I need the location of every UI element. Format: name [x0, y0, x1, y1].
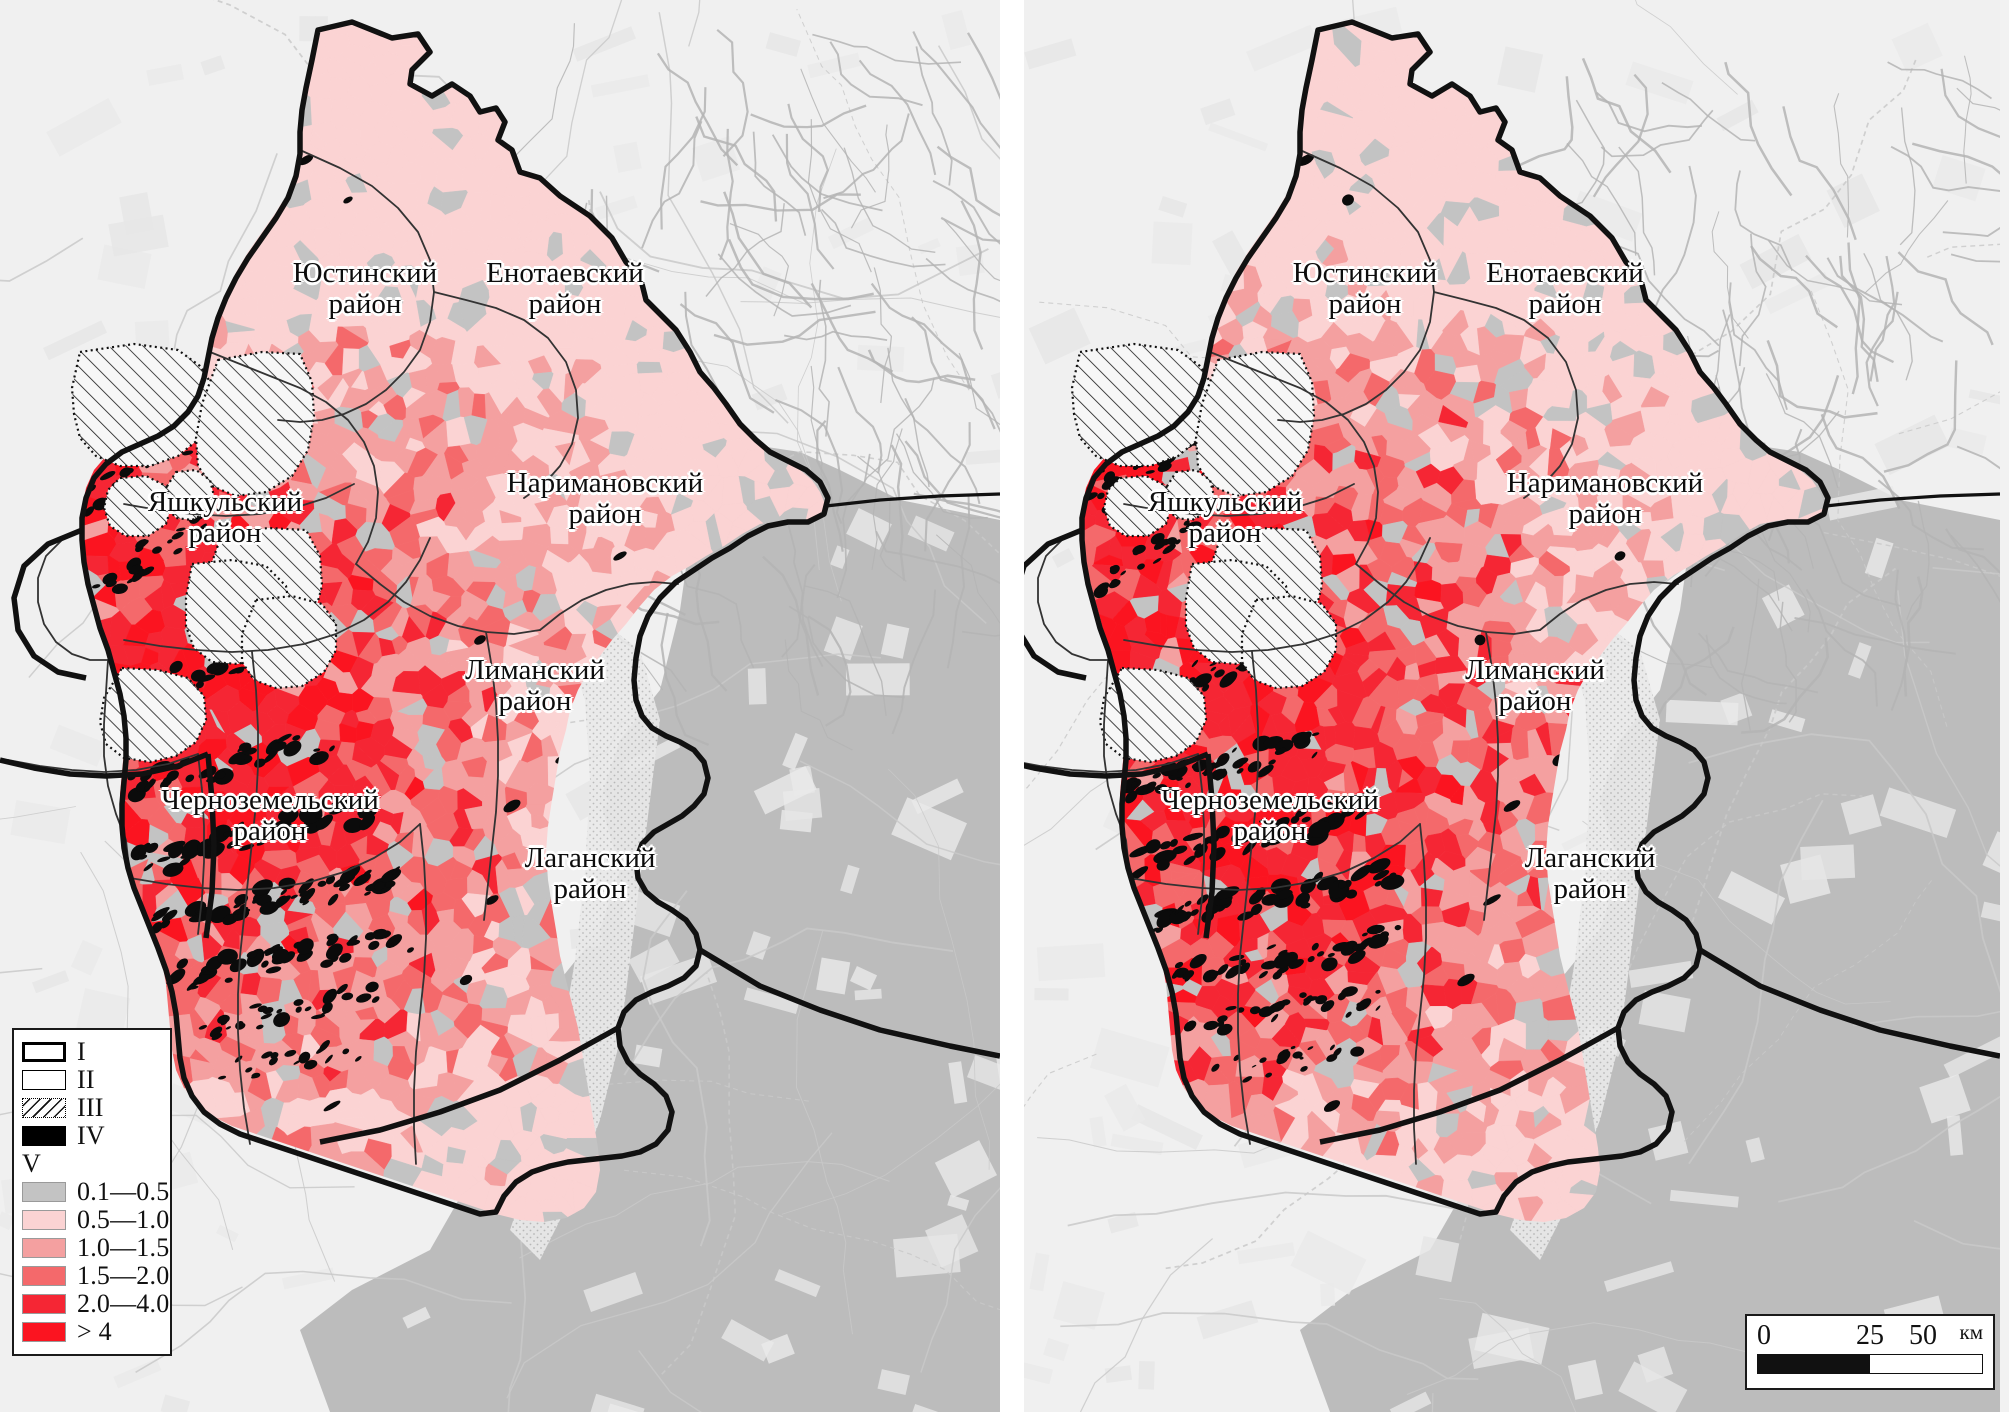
legend-swatch-outline-thin-icon	[22, 1070, 66, 1090]
legend-ramp-swatch	[22, 1294, 66, 1314]
scale-tick-25: 25	[1856, 1320, 1884, 1351]
scale-bar-segment-empty	[1870, 1355, 1982, 1373]
legend-swatch-outline-thick-icon	[22, 1042, 66, 1062]
scale-bar: 0 25 50 км	[1745, 1314, 1995, 1390]
legend-swatch-solid-black-icon	[22, 1126, 66, 1146]
legend-ramp-swatch	[22, 1182, 66, 1202]
legend-ramp-label: > 4	[77, 1317, 112, 1346]
legend-label: III	[77, 1093, 104, 1122]
legend-ramp-item-0: 0.1—0.5	[22, 1178, 169, 1206]
legend-swatch-hatched-icon	[22, 1098, 66, 1118]
legend-box: I II III IV V 0.1—0.5 0.5—1.0 1.0—1.5	[12, 1028, 172, 1356]
scale-tick-0: 0	[1757, 1320, 1771, 1351]
left-map-canvas	[0, 0, 1000, 1412]
legend-ramp-item-3: 1.5—2.0	[22, 1262, 169, 1290]
legend-ramp-swatch	[22, 1238, 66, 1258]
legend-ramp-label: 0.5—1.0	[77, 1205, 170, 1234]
legend-label: IV	[77, 1121, 105, 1150]
legend-ramp-swatch	[22, 1322, 66, 1342]
legend-ramp-label: 0.1—0.5	[77, 1177, 170, 1206]
scale-bar-segment-filled	[1758, 1355, 1870, 1373]
legend-ramp-label: 1.0—1.5	[77, 1233, 170, 1262]
legend-item-III: III	[22, 1094, 164, 1122]
legend-item-IV: IV	[22, 1122, 164, 1150]
legend-ramp-item-1: 0.5—1.0	[22, 1206, 169, 1234]
scale-bar-graphic	[1757, 1354, 1983, 1374]
legend-ramp-item-4: 2.0—4.0	[22, 1290, 169, 1318]
legend-ramp-item-5: > 4	[22, 1318, 164, 1346]
right-map-panel[interactable]: Юстинский район Енотаевский район Яшкуль…	[1024, 0, 2009, 1412]
legend-ramp-label: 1.5—2.0	[77, 1261, 170, 1290]
legend-label: II	[77, 1065, 95, 1094]
right-map-canvas	[1024, 0, 2000, 1412]
legend-item-II: II	[22, 1066, 164, 1094]
legend-ramp-title: V	[22, 1149, 41, 1178]
left-map-panel[interactable]: Юстинский район Енотаевский район Яшкуль…	[0, 0, 1000, 1412]
scale-bar-numbers: 0 25 50 км	[1757, 1320, 1983, 1354]
legend-item-I: I	[22, 1038, 164, 1066]
scale-tick-50: 50	[1909, 1320, 1937, 1351]
legend-ramp-swatch	[22, 1266, 66, 1286]
legend-ramp-label: 2.0—4.0	[77, 1289, 170, 1318]
panel-separator	[1000, 0, 1024, 1412]
legend-label: I	[77, 1037, 86, 1066]
scale-unit: км	[1959, 1320, 1984, 1344]
legend-ramp-item-2: 1.0—1.5	[22, 1234, 169, 1262]
legend-ramp-swatch	[22, 1210, 66, 1230]
